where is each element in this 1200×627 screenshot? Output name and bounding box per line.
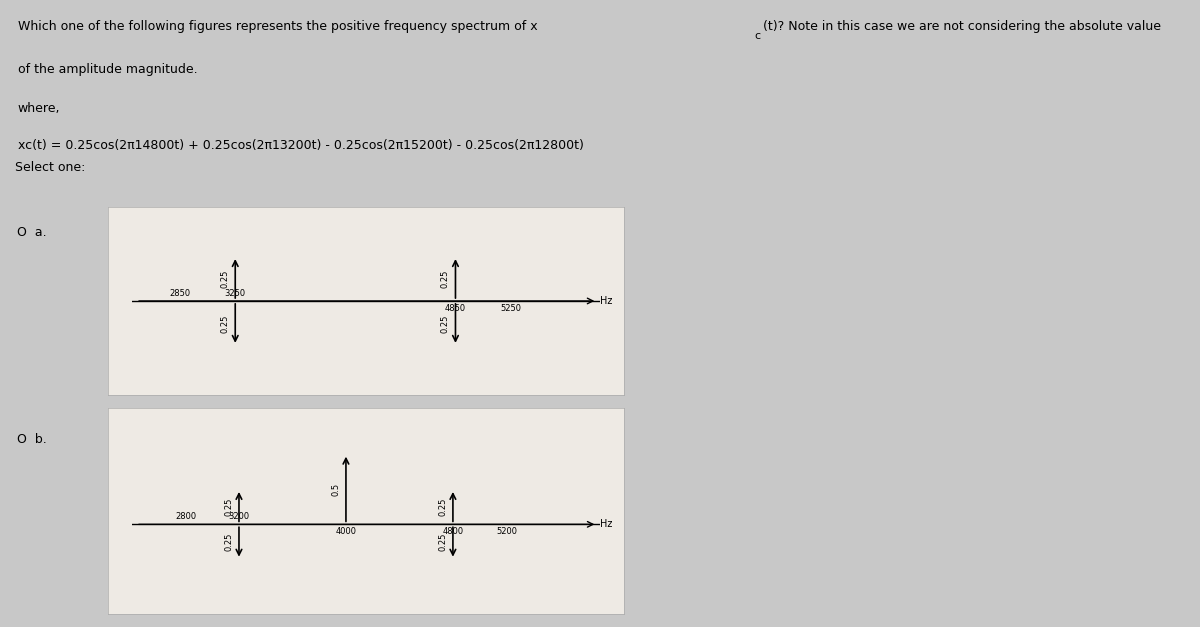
Text: 0.25: 0.25 <box>438 497 448 516</box>
Text: 0.25: 0.25 <box>438 533 448 551</box>
Text: O  b.: O b. <box>17 433 47 446</box>
Text: Which one of the following figures represents the positive frequency spectrum of: Which one of the following figures repre… <box>18 19 538 33</box>
Text: 4800: 4800 <box>443 527 463 537</box>
Text: 5200: 5200 <box>496 527 517 537</box>
Text: 0.25: 0.25 <box>221 270 229 288</box>
Text: (t)? Note in this case we are not considering the absolute value: (t)? Note in this case we are not consid… <box>763 19 1160 33</box>
Text: Hz: Hz <box>600 296 612 306</box>
Text: 0.25: 0.25 <box>221 314 229 332</box>
Text: 2800: 2800 <box>175 512 196 520</box>
Text: 0.25: 0.25 <box>440 314 450 332</box>
Text: 0.5: 0.5 <box>331 483 341 495</box>
Text: 3200: 3200 <box>228 512 250 520</box>
Text: xc(t) = 0.25cos(2π14800t) + 0.25cos(2π13200t) - 0.25cos(2π15200t) - 0.25cos(2π12: xc(t) = 0.25cos(2π14800t) + 0.25cos(2π13… <box>18 139 583 152</box>
Text: 5250: 5250 <box>500 304 521 313</box>
Text: where,: where, <box>18 102 60 115</box>
Text: Select one:: Select one: <box>14 161 85 174</box>
Text: 4850: 4850 <box>445 304 466 313</box>
Text: 0.25: 0.25 <box>224 533 234 551</box>
Text: 3250: 3250 <box>224 289 246 298</box>
Text: 0.25: 0.25 <box>440 270 450 288</box>
Text: Hz: Hz <box>600 519 612 529</box>
Text: 0.25: 0.25 <box>224 497 234 516</box>
Text: of the amplitude magnitude.: of the amplitude magnitude. <box>18 63 198 76</box>
Text: O  a.: O a. <box>17 226 47 239</box>
Text: c: c <box>755 31 761 41</box>
Text: 2850: 2850 <box>169 289 191 298</box>
Text: 4000: 4000 <box>336 527 356 537</box>
